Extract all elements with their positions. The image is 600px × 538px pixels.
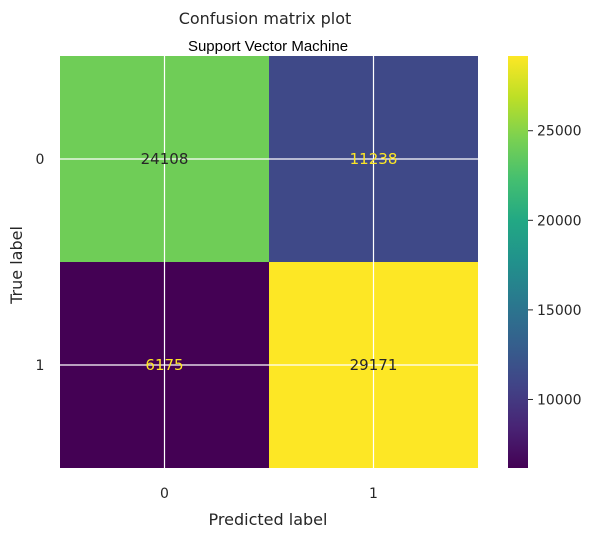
y-tick-label: 0 [36, 152, 45, 168]
matrix-cells [60, 56, 478, 468]
x-tick-label: 1 [369, 486, 378, 502]
y-axis-label: True label [7, 226, 26, 305]
x-axis-label: Predicted label [209, 510, 328, 529]
cell-value-0-0: 24108 [141, 150, 189, 168]
colorbar-ticks: 10000 15000 20000 25000 [528, 124, 582, 408]
cell-value-1-0: 6175 [145, 356, 183, 374]
colorbar-tick-label: 25000 [537, 124, 582, 140]
chart-subtitle: Support Vector Machine [188, 38, 348, 55]
chart-title: Confusion matrix plot [179, 9, 352, 28]
y-tick-labels: 01 [36, 152, 45, 374]
cell-value-0-1: 11238 [350, 150, 398, 168]
cell-value-labels: 24108 11238 6175 29171 [141, 150, 398, 374]
colorbar-tick-label: 10000 [537, 392, 582, 408]
colorbar [508, 56, 528, 468]
colorbar-tick-label: 15000 [537, 303, 582, 319]
cell-value-1-1: 29171 [350, 356, 398, 374]
colorbar-tick-label: 20000 [537, 213, 582, 229]
grid-lines [60, 56, 478, 468]
x-tick-label: 0 [160, 486, 169, 502]
y-tick-label: 1 [36, 358, 45, 374]
